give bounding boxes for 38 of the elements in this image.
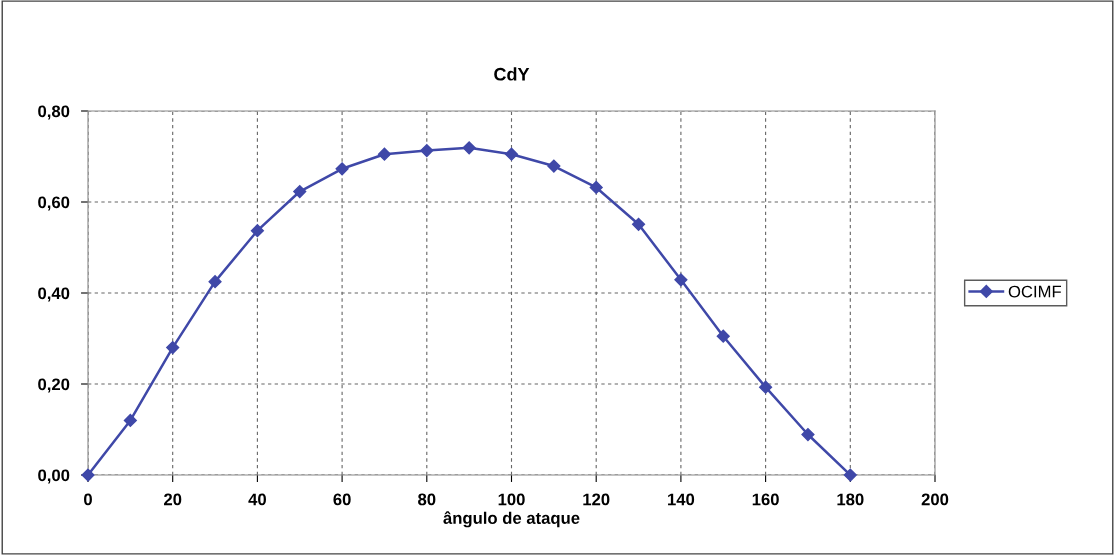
point xyxy=(335,162,349,176)
point xyxy=(166,341,180,355)
point xyxy=(250,224,264,238)
x-tick-label: 0 xyxy=(84,493,92,506)
x-tick-label: 60 xyxy=(333,493,351,506)
point xyxy=(123,413,137,427)
x-tick-label: 140 xyxy=(668,493,695,506)
x-tick-label: 200 xyxy=(921,493,949,506)
x-tick-label: 100 xyxy=(498,493,525,506)
x-tick-label: 40 xyxy=(248,493,266,506)
y-tick-label: 0,00 xyxy=(38,469,70,484)
point xyxy=(377,147,392,161)
x-tick-label: 160 xyxy=(752,493,779,506)
x-tick-label: 20 xyxy=(164,493,182,506)
x-tick-label: 180 xyxy=(837,493,864,506)
y-tick-label: 0,60 xyxy=(38,196,70,211)
point xyxy=(631,217,646,231)
point xyxy=(716,329,730,343)
x-axis-title: ângulo de ataque xyxy=(443,511,580,528)
point xyxy=(589,180,603,195)
x-tick-label: 80 xyxy=(418,493,436,506)
point xyxy=(462,141,476,155)
point xyxy=(208,275,222,289)
y-tick-label: 0,40 xyxy=(38,287,70,302)
point xyxy=(293,184,307,199)
point xyxy=(504,147,519,161)
point xyxy=(547,159,561,173)
x-tick-label: 120 xyxy=(583,493,610,506)
point xyxy=(843,468,857,482)
legend-label: OCIMF xyxy=(1008,285,1062,298)
point xyxy=(674,273,688,287)
point xyxy=(420,143,434,158)
chart-title: CdY xyxy=(494,67,530,81)
point xyxy=(801,427,815,442)
y-tick-label: 0,80 xyxy=(38,105,70,120)
point xyxy=(759,380,773,394)
point xyxy=(81,468,95,482)
y-tick-label: 0,20 xyxy=(38,378,70,393)
